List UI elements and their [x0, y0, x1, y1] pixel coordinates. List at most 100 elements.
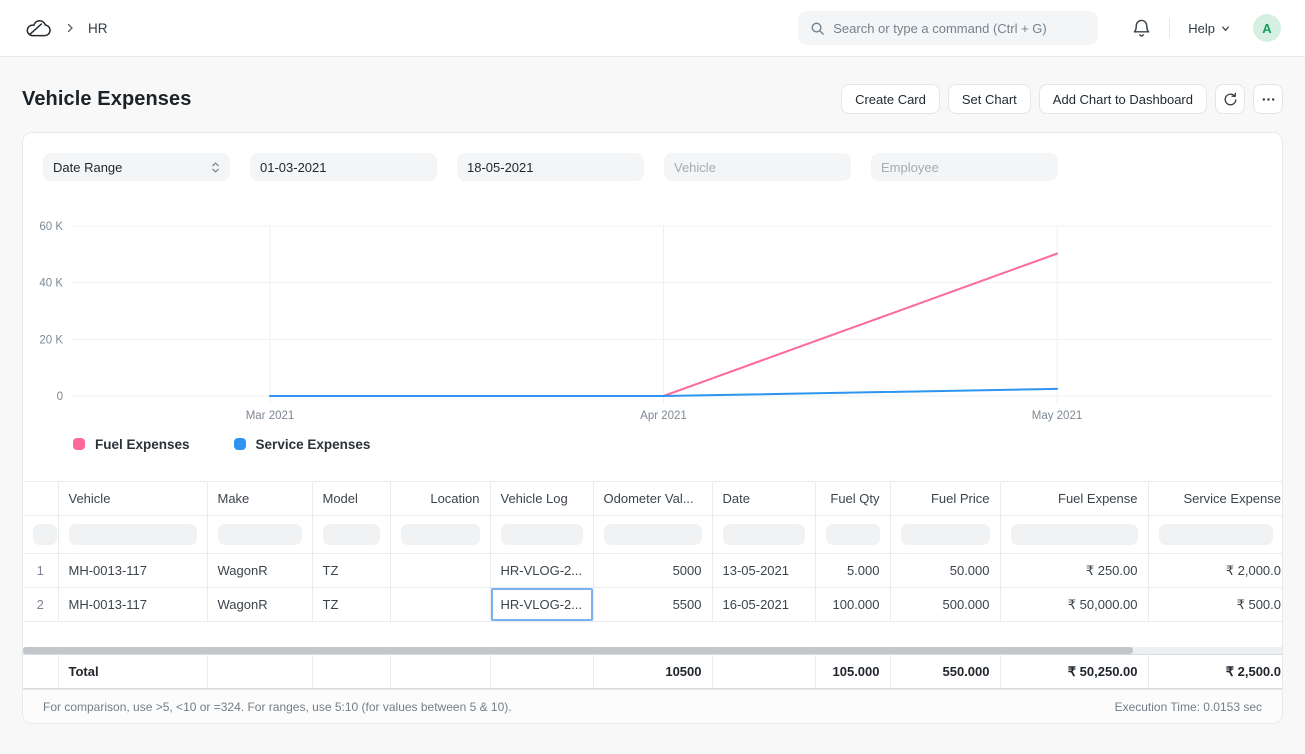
vehicle-log-cell-selected[interactable]: HR-VLOG-2...	[489, 587, 594, 622]
col-header-vehicle-log[interactable]: Vehicle Log	[489, 481, 594, 516]
divider	[1169, 18, 1171, 38]
odometer-cell[interactable]: 5000	[592, 553, 713, 588]
expenses-line-chart: 60 K 40 K 20 K 0 Mar 2021 Apr 2021 May 2021	[23, 211, 1282, 426]
column-filter-input[interactable]	[33, 524, 57, 545]
service-expense-cell[interactable]: ₹ 500.0	[1147, 587, 1282, 622]
col-header-vehicle[interactable]: Vehicle	[57, 481, 208, 516]
total-make-cell	[206, 654, 313, 689]
set-chart-button[interactable]: Set Chart	[947, 84, 1031, 114]
vehicle-filter-field[interactable]	[664, 153, 851, 181]
from-date-input[interactable]	[260, 159, 427, 175]
model-cell[interactable]: TZ	[311, 587, 391, 622]
filter-cell-fuel-price[interactable]	[889, 515, 1001, 554]
total-fuel-qty-cell: 105.000	[814, 654, 891, 689]
column-filter-input[interactable]	[500, 524, 583, 545]
employee-filter-field[interactable]	[871, 153, 1058, 181]
from-date-field[interactable]	[250, 153, 437, 181]
service-expense-cell[interactable]: ₹ 2,000.0	[1147, 553, 1282, 588]
filter-cell-fuel-qty[interactable]	[814, 515, 891, 554]
header-row: Vehicle Make Model Location Vehicle Log …	[23, 481, 1282, 516]
col-header-model[interactable]: Model	[311, 481, 391, 516]
fuel-expense-cell[interactable]: ₹ 50,000.00	[999, 587, 1149, 622]
column-filter-input[interactable]	[322, 524, 380, 545]
employee-filter-input[interactable]	[881, 159, 1048, 175]
vehicle-log-cell[interactable]: HR-VLOG-2...	[489, 553, 594, 588]
model-cell[interactable]: TZ	[311, 553, 391, 588]
column-filter-input[interactable]	[217, 524, 302, 545]
chart-canvas: 60 K 40 K 20 K 0 Mar 2021 Apr 2021 May 2021	[39, 221, 1273, 422]
svg-text:May 2021: May 2021	[1032, 410, 1083, 422]
column-filter-input[interactable]	[900, 524, 990, 545]
vehicle-cell[interactable]: MH-0013-117	[57, 587, 208, 622]
filter-cell-vehicle[interactable]	[57, 515, 208, 554]
column-filter-input[interactable]	[603, 524, 702, 545]
col-header-odometer[interactable]: Odometer Val...	[592, 481, 713, 516]
total-vehicle-log-cell	[489, 654, 594, 689]
filter-cell-date[interactable]	[711, 515, 816, 554]
fuel-price-cell[interactable]: 500.000	[889, 587, 1001, 622]
column-filter-input[interactable]	[400, 524, 480, 545]
row-index-cell[interactable]: 2	[23, 587, 59, 622]
total-index-cell	[23, 654, 59, 689]
select-arrows-icon	[212, 161, 219, 173]
fuel-qty-cell[interactable]: 5.000	[814, 553, 891, 588]
column-filter-input[interactable]	[722, 524, 805, 545]
filter-cell-service-expense[interactable]	[1147, 515, 1282, 554]
create-card-button[interactable]: Create Card	[841, 84, 940, 114]
col-header-fuel-qty[interactable]: Fuel Qty	[814, 481, 891, 516]
filter-cell-location[interactable]	[389, 515, 491, 554]
breadcrumb[interactable]: HR	[88, 20, 108, 36]
svg-text:Apr 2021: Apr 2021	[640, 410, 687, 422]
filter-cell-make[interactable]	[206, 515, 313, 554]
svg-text:20 K: 20 K	[39, 334, 63, 346]
col-header-fuel-price[interactable]: Fuel Price	[889, 481, 1001, 516]
to-date-input[interactable]	[467, 159, 634, 175]
global-search[interactable]	[798, 11, 1099, 45]
legend-item-fuel-expenses: Fuel Expenses	[73, 437, 190, 452]
app-logo-icon[interactable]	[24, 18, 52, 39]
col-header-index	[23, 481, 59, 516]
report-card: Date Range 60 K 40 K 20 K 0 Mar 2021 Apr 2021…	[22, 132, 1283, 724]
fuel-expense-cell[interactable]: ₹ 250.00	[999, 553, 1149, 588]
horizontal-scrollbar[interactable]	[23, 647, 1282, 654]
column-filter-input[interactable]	[68, 524, 197, 545]
legend-item-service-expenses: Service Expenses	[233, 437, 370, 452]
notifications-bell-icon[interactable]	[1132, 19, 1151, 38]
fuel-price-cell[interactable]: 50.000	[889, 553, 1001, 588]
filter-cell-model[interactable]	[311, 515, 391, 554]
chevron-down-icon	[1222, 25, 1229, 31]
to-date-field[interactable]	[457, 153, 644, 181]
scrollbar-thumb[interactable]	[23, 647, 1133, 654]
vehicle-filter-input[interactable]	[674, 159, 841, 175]
refresh-button[interactable]	[1215, 84, 1245, 114]
col-header-make[interactable]: Make	[206, 481, 313, 516]
menu-ellipsis-button[interactable]	[1253, 84, 1283, 114]
vehicle-cell[interactable]: MH-0013-117	[57, 553, 208, 588]
help-menu[interactable]: Help	[1188, 21, 1231, 36]
filter-cell-index[interactable]	[23, 515, 59, 554]
filter-cell-fuel-expense[interactable]	[999, 515, 1149, 554]
column-filter-input[interactable]	[825, 524, 880, 545]
row-index-cell[interactable]: 1	[23, 553, 59, 588]
location-cell[interactable]	[389, 587, 491, 622]
search-input[interactable]	[833, 20, 1087, 36]
col-header-fuel-expense[interactable]: Fuel Expense	[999, 481, 1149, 516]
column-filter-input[interactable]	[1010, 524, 1138, 545]
col-header-date[interactable]: Date	[711, 481, 816, 516]
user-avatar[interactable]: A	[1253, 14, 1281, 42]
make-cell[interactable]: WagonR	[206, 553, 313, 588]
column-filter-input[interactable]	[1158, 524, 1273, 545]
filter-cell-vehicle-log[interactable]	[489, 515, 594, 554]
date-cell[interactable]: 13-05-2021	[711, 553, 816, 588]
date-range-select[interactable]: Date Range	[43, 153, 230, 181]
make-cell[interactable]: WagonR	[206, 587, 313, 622]
add-chart-to-dashboard-button[interactable]: Add Chart to Dashboard	[1038, 84, 1207, 114]
report-datatable: Vehicle Make Model Location Vehicle Log …	[23, 481, 1282, 689]
date-cell[interactable]: 16-05-2021	[711, 587, 816, 622]
odometer-cell[interactable]: 5500	[592, 587, 713, 622]
col-header-service-expense[interactable]: Service Expense	[1147, 481, 1282, 516]
location-cell[interactable]	[389, 553, 491, 588]
col-header-location[interactable]: Location	[389, 481, 491, 516]
filter-cell-odometer[interactable]	[592, 515, 713, 554]
fuel-qty-cell[interactable]: 100.000	[814, 587, 891, 622]
